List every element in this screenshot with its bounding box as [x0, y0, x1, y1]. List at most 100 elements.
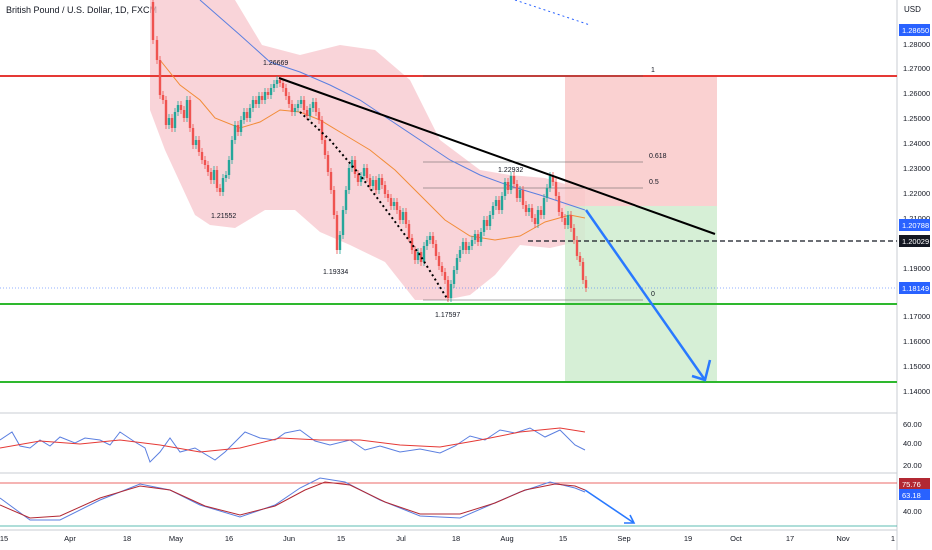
candle-body	[278, 80, 282, 83]
candle-body	[179, 105, 183, 110]
candle-body	[470, 240, 474, 246]
candle-body	[509, 176, 513, 190]
candle-body	[464, 242, 468, 250]
stoch-tag: 75.76	[902, 480, 921, 489]
candle-body	[158, 60, 162, 95]
label-fib-05: 0.5	[649, 179, 659, 186]
price-tick: 1.19000	[903, 264, 930, 273]
candle-body	[368, 178, 372, 186]
candle-body	[197, 140, 201, 152]
candle-body	[218, 188, 222, 192]
candle-body	[566, 215, 570, 225]
candle-body	[476, 234, 480, 242]
time-tick: 19	[684, 534, 692, 543]
price-tag-bg	[899, 235, 930, 247]
label-fib-0618: 0.618	[649, 153, 667, 160]
candle-body	[176, 105, 180, 112]
candle-body	[434, 244, 438, 256]
candle-body	[302, 100, 306, 110]
candle-body	[575, 240, 579, 256]
candle-body	[251, 100, 255, 108]
label-fib-0: 0	[651, 291, 655, 298]
time-tick: May	[169, 534, 183, 543]
candle-body	[365, 168, 369, 178]
price-tag: 1.28650	[902, 26, 929, 35]
currency-label: USD	[904, 5, 921, 14]
price-tag: 1.20788	[902, 221, 929, 230]
rsi-axis: 60.00 40.00 20.00	[903, 420, 922, 470]
candle-body	[233, 125, 237, 140]
candle-body	[254, 100, 258, 104]
stoch-axis: 40.00	[903, 507, 922, 516]
stoch-tag-bg	[899, 478, 930, 489]
candle-body	[206, 165, 210, 172]
candle-body	[164, 100, 168, 125]
candle-body	[584, 280, 588, 288]
candle-body	[191, 128, 195, 145]
candle-body	[578, 256, 582, 262]
candle-body	[383, 185, 387, 194]
label-low-jun: 1.19334	[323, 269, 348, 276]
candle-body	[329, 172, 333, 190]
candle-body	[377, 178, 381, 190]
candle-body	[380, 178, 384, 185]
candle-body	[182, 110, 186, 118]
candle-body	[389, 198, 393, 206]
candle-body	[371, 180, 375, 186]
candle-body	[437, 256, 441, 266]
candle-body	[151, 2, 155, 40]
price-tag-bg	[899, 282, 930, 294]
time-tick: Jun	[283, 534, 295, 543]
candle-body	[482, 220, 486, 232]
candle-body	[173, 112, 177, 128]
candle-body	[545, 188, 549, 198]
price-tick: 1.27000	[903, 64, 930, 73]
candle-body	[338, 235, 342, 250]
stoch-tag-bg	[899, 489, 930, 500]
price-tick: 1.25000	[903, 114, 930, 123]
time-tick: Aug	[500, 534, 513, 543]
time-tick: 18	[123, 534, 131, 543]
price-tags: 1.28650 1.20788 1.20029 1.18149	[899, 24, 930, 294]
candle-body	[305, 110, 309, 116]
candle-body	[275, 80, 279, 84]
candle-body	[491, 206, 495, 215]
bollinger-band	[150, 0, 585, 300]
projection-arrow-head	[691, 359, 712, 382]
candle-body	[413, 250, 417, 260]
candle-body	[536, 210, 540, 224]
candle-body	[497, 200, 501, 210]
price-tag-bg	[899, 24, 930, 36]
candle-body	[359, 176, 363, 182]
candle-body	[236, 125, 240, 132]
stoch-tick: 40.00	[903, 507, 922, 516]
label-high: 1.26669	[263, 60, 288, 67]
ma-blue	[199, 0, 586, 211]
candle-body	[551, 176, 555, 182]
descending-trendline	[278, 77, 716, 235]
candle-body	[410, 238, 414, 250]
price-axis: 1.28000 1.27000 1.26000 1.25000 1.24000 1.230…	[903, 40, 930, 396]
time-axis: 15 Apr 18 May 16 Jun 15 Jul 18 Aug 15 Sep 19 Oct 17 Nov…	[0, 534, 895, 543]
candle-body	[425, 240, 429, 246]
candlesticks	[151, 0, 588, 302]
candle-body	[269, 88, 273, 95]
dotted-blue-line	[514, 0, 591, 26]
candle-body	[518, 190, 522, 198]
candle-body	[494, 200, 498, 206]
time-tick: 18	[452, 534, 460, 543]
price-tick: 1.14000	[903, 387, 930, 396]
candle-body	[398, 210, 402, 220]
candle-body	[506, 182, 510, 190]
candle-body	[581, 262, 585, 280]
candle-body	[161, 95, 165, 100]
candle-body	[350, 160, 354, 168]
candle-body	[188, 100, 192, 128]
price-tick: 1.28000	[903, 40, 930, 49]
candle-body	[287, 96, 291, 104]
candle-body	[332, 190, 336, 215]
candle-body	[311, 102, 315, 108]
rsi-tick: 60.00	[903, 420, 922, 429]
candle-body	[335, 215, 339, 250]
